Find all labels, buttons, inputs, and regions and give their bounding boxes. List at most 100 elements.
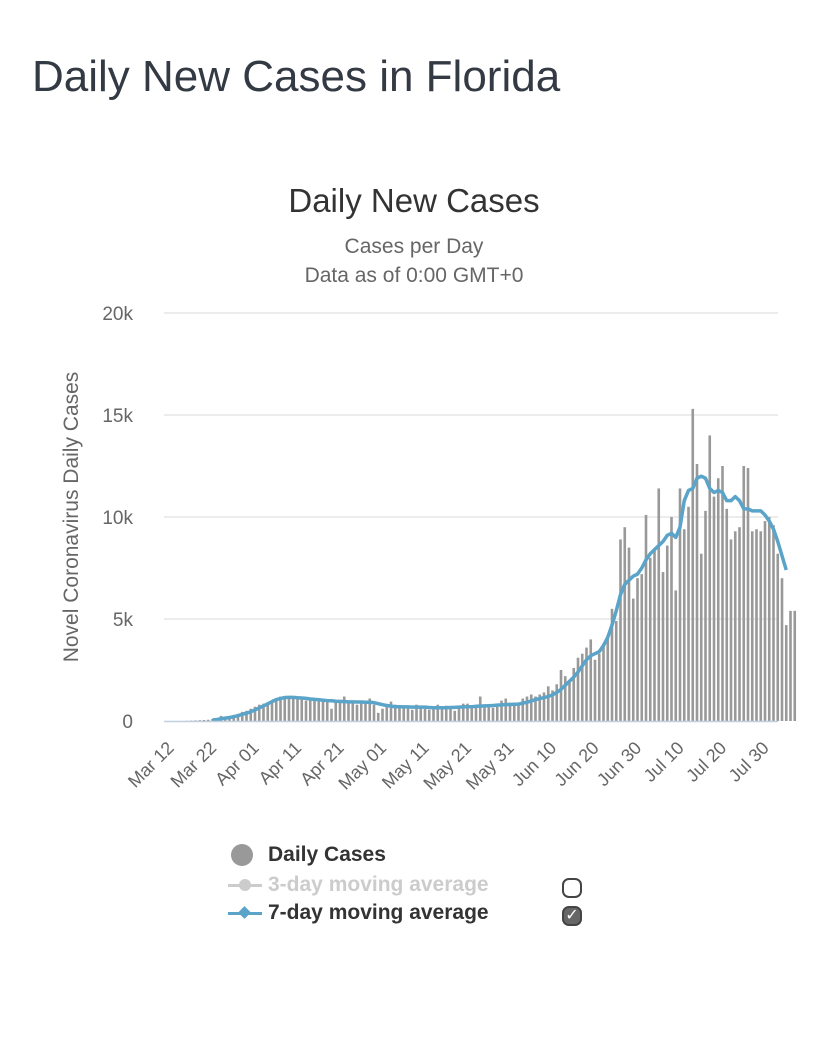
daily-cases-bar[interactable] bbox=[385, 706, 389, 721]
daily-cases-bar[interactable] bbox=[372, 704, 376, 721]
daily-cases-bar[interactable] bbox=[759, 531, 763, 721]
daily-cases-bar[interactable] bbox=[279, 696, 282, 721]
daily-cases-bar[interactable] bbox=[444, 705, 448, 721]
daily-cases-bar[interactable] bbox=[330, 708, 333, 721]
daily-cases-bar[interactable] bbox=[198, 720, 202, 721]
daily-cases-bar[interactable] bbox=[729, 539, 733, 721]
daily-cases-bar[interactable] bbox=[789, 610, 792, 721]
daily-cases-bar[interactable] bbox=[559, 670, 563, 721]
daily-cases-bar[interactable] bbox=[249, 708, 253, 721]
daily-cases-bar[interactable] bbox=[674, 590, 678, 721]
daily-cases-bar[interactable] bbox=[474, 706, 478, 721]
daily-cases-bar[interactable] bbox=[270, 700, 274, 721]
daily-cases-bar[interactable] bbox=[436, 704, 440, 721]
daily-cases-bar[interactable] bbox=[682, 529, 686, 721]
daily-cases-bar[interactable] bbox=[725, 508, 729, 721]
daily-cases-bar[interactable] bbox=[721, 466, 724, 721]
daily-cases-bar[interactable] bbox=[772, 525, 775, 721]
daily-cases-bar[interactable] bbox=[274, 700, 278, 721]
daily-cases-bar[interactable] bbox=[300, 696, 304, 721]
daily-cases-bar[interactable] bbox=[500, 700, 503, 721]
daily-cases-bar[interactable] bbox=[245, 710, 248, 721]
daily-cases-bar[interactable] bbox=[359, 700, 363, 721]
daily-cases-bar[interactable] bbox=[202, 719, 206, 721]
daily-cases-bar[interactable] bbox=[551, 690, 554, 721]
daily-cases-bar[interactable] bbox=[262, 703, 265, 721]
daily-cases-bar[interactable] bbox=[614, 621, 618, 721]
daily-cases-bar[interactable] bbox=[351, 702, 355, 721]
daily-cases-bar[interactable] bbox=[755, 529, 758, 721]
daily-cases-bar[interactable] bbox=[508, 702, 512, 721]
daily-cases-bar[interactable] bbox=[602, 643, 605, 721]
daily-cases-bar[interactable] bbox=[716, 478, 720, 721]
daily-cases-bar[interactable] bbox=[342, 696, 346, 721]
daily-cases-bar[interactable] bbox=[538, 694, 542, 721]
daily-cases-bar[interactable] bbox=[495, 706, 499, 721]
daily-cases-bar[interactable] bbox=[347, 700, 350, 721]
daily-cases-bar[interactable] bbox=[640, 574, 644, 721]
daily-cases-bar[interactable] bbox=[606, 635, 610, 721]
daily-cases-bar[interactable] bbox=[657, 488, 661, 721]
daily-cases-bar[interactable] bbox=[712, 496, 716, 721]
daily-cases-bar[interactable] bbox=[738, 527, 741, 721]
daily-cases-bar[interactable] bbox=[406, 705, 410, 721]
daily-cases-bar[interactable] bbox=[793, 610, 797, 721]
daily-cases-bar[interactable] bbox=[636, 578, 639, 721]
daily-cases-bar[interactable] bbox=[780, 578, 784, 721]
daily-cases-bar[interactable] bbox=[240, 711, 244, 721]
daily-cases-bar[interactable] bbox=[695, 463, 699, 721]
daily-cases-bar[interactable] bbox=[776, 553, 780, 721]
daily-cases-bar[interactable] bbox=[534, 696, 537, 721]
daily-cases-bar[interactable] bbox=[665, 545, 669, 721]
daily-cases-bar[interactable] bbox=[631, 598, 635, 721]
daily-cases-bar[interactable] bbox=[521, 698, 525, 721]
daily-cases-bar[interactable] bbox=[483, 704, 486, 721]
daily-cases-bar[interactable] bbox=[746, 468, 750, 721]
daily-cases-bar[interactable] bbox=[257, 704, 261, 721]
daily-cases-bar[interactable] bbox=[338, 700, 342, 721]
daily-cases-bar[interactable] bbox=[542, 692, 546, 721]
daily-cases-bar[interactable] bbox=[470, 705, 474, 721]
daily-cases-bar[interactable] bbox=[512, 705, 516, 721]
daily-cases-bar[interactable] bbox=[376, 712, 380, 721]
daily-cases-bar[interactable] bbox=[325, 700, 329, 721]
daily-cases-bar[interactable] bbox=[585, 647, 588, 721]
daily-cases-bar[interactable] bbox=[393, 704, 397, 721]
daily-cases-bar[interactable] bbox=[317, 700, 321, 721]
daily-cases-bar[interactable] bbox=[491, 707, 495, 721]
daily-cases-bar[interactable] bbox=[627, 547, 631, 721]
daily-cases-bar[interactable] bbox=[423, 708, 427, 721]
daily-cases-bar[interactable] bbox=[304, 700, 308, 721]
daily-cases-bar[interactable] bbox=[653, 549, 656, 721]
daily-cases-bar[interactable] bbox=[529, 694, 533, 721]
daily-cases-bar[interactable] bbox=[610, 608, 614, 721]
daily-cases-bar[interactable] bbox=[678, 488, 682, 721]
daily-cases-bar[interactable] bbox=[427, 709, 431, 721]
daily-cases-bar[interactable] bbox=[555, 684, 559, 721]
daily-cases-bar[interactable] bbox=[576, 657, 580, 721]
daily-cases-bar[interactable] bbox=[687, 506, 690, 721]
daily-cases-bar[interactable] bbox=[487, 706, 491, 721]
daily-cases-bar[interactable] bbox=[661, 572, 665, 721]
daily-cases-bar[interactable] bbox=[389, 701, 393, 721]
daily-cases-bar[interactable] bbox=[432, 707, 435, 721]
daily-cases-bar[interactable] bbox=[296, 698, 299, 721]
daily-cases-bar[interactable] bbox=[708, 435, 712, 721]
daily-cases-bar[interactable] bbox=[767, 517, 771, 721]
daily-cases-bar[interactable] bbox=[266, 702, 270, 721]
daily-cases-bar[interactable] bbox=[402, 706, 406, 721]
daily-cases-bar[interactable] bbox=[763, 521, 767, 721]
daily-cases-bar[interactable] bbox=[784, 625, 788, 721]
daily-cases-bar[interactable] bbox=[206, 719, 210, 721]
daily-cases-bar[interactable] bbox=[619, 539, 622, 721]
legend-item-7-day-average[interactable]: 7-day moving average bbox=[228, 900, 489, 926]
daily-cases-bar[interactable] bbox=[691, 408, 695, 721]
daily-cases-bar[interactable] bbox=[313, 698, 316, 721]
daily-cases-bar[interactable] bbox=[194, 720, 197, 721]
daily-cases-bar[interactable] bbox=[670, 517, 673, 721]
legend-item-3-day-average[interactable]: 3-day moving average bbox=[228, 872, 489, 898]
daily-cases-bar[interactable] bbox=[283, 696, 287, 721]
daily-cases-bar[interactable] bbox=[355, 704, 359, 721]
daily-cases-bar[interactable] bbox=[750, 531, 754, 721]
daily-cases-bar[interactable] bbox=[334, 702, 338, 721]
